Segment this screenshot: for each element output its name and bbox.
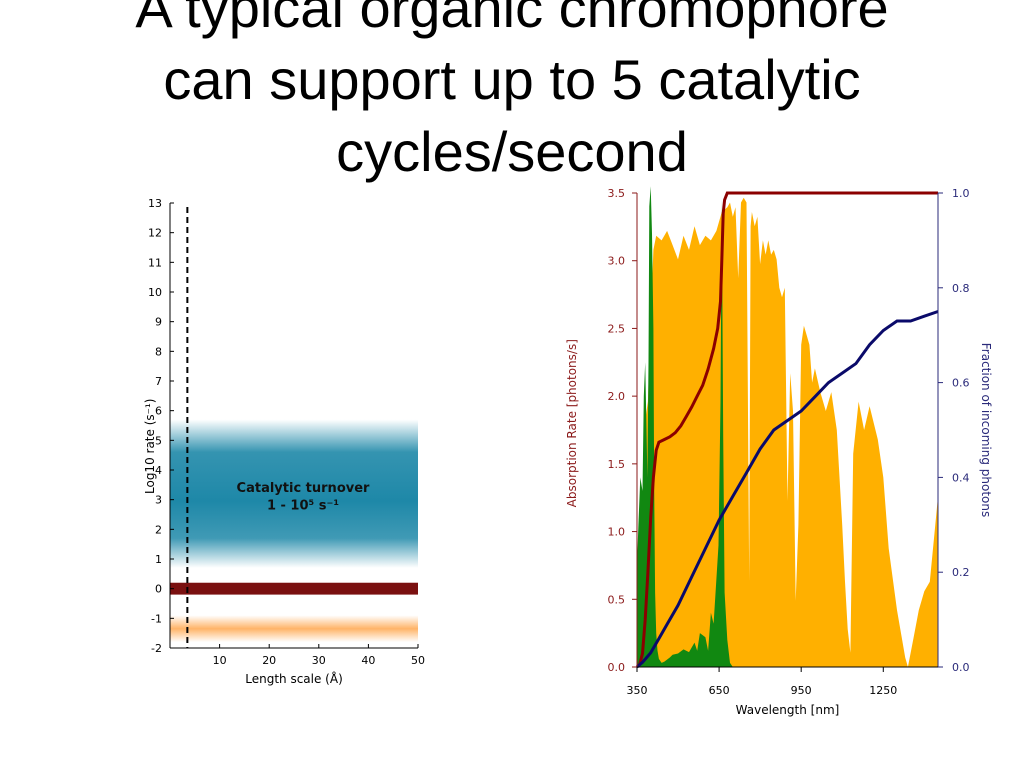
y-tick-label: 12 [148,227,162,240]
x-tick-label: 10 [213,654,227,667]
y-tick-label: 1 [155,553,162,566]
y-tick-label: 9 [155,316,162,329]
y-tick-label: 13 [148,197,162,210]
x-tick-label: 30 [312,654,326,667]
y-tick-label: 0 [155,583,162,596]
y-tick-label: 8 [155,345,162,358]
solar-spectrum-area [637,197,938,667]
x-tick-label: 50 [411,654,425,667]
left-y-tick-label: 2.0 [608,390,626,403]
absorption-chart: 0.0 0.5 1.0 1.5 2.0 2.5 3.0 3.5 0.0 0.2 0.4 0.6 0.8 1… [565,186,993,717]
slide-title: A typical organic chromophore can suppor… [0,0,1024,188]
x-tick-label: 650 [709,684,730,697]
band-catalytic-turnover [170,419,418,568]
left-y-tick-label: 3.0 [608,255,626,268]
title-line-3: cycles/second [336,120,688,183]
left-y-tick-label: 0.0 [608,661,626,674]
x-tick-label: 350 [627,684,648,697]
y-tick-label: -2 [151,642,162,655]
left-y-tick-label: 3.5 [608,187,626,200]
band-dark-red [170,582,418,595]
left-y-tick-label: 0.5 [608,593,626,606]
x-tick-label: 20 [262,654,276,667]
y-tick-label: 7 [155,375,162,388]
annotation-turnover-range: 1 - 10⁵ s⁻¹ [267,499,339,514]
title-line-1: A typical organic chromophore [135,0,889,39]
x-axis-label: Length scale (Å) [245,671,343,686]
left-y-tick-label: 2.5 [608,322,626,335]
x-tick-label: 40 [361,654,375,667]
x-tick-label: 1250 [869,684,897,697]
left-y-axis-label: Absorption Rate [photons/s] [565,339,579,507]
y-tick-label: 10 [148,286,162,299]
title-line-2: can support up to 5 catalytic [163,48,861,111]
y-tick-label: 6 [155,405,162,418]
annotation-catalytic-turnover: Catalytic turnover [237,481,370,496]
right-y-axis-label: Fraction of incoming photons [979,343,993,518]
right-y-tick-label: 0.8 [952,282,970,295]
right-y-tick-label: 0.0 [952,661,970,674]
x-tick-label: 950 [791,684,812,697]
right-y-tick-label: 0.2 [952,566,970,579]
fraction-incoming-photons-line [636,310,939,669]
y-tick-label: 2 [155,523,162,536]
y-tick-label: 4 [155,464,162,477]
left-y-tick-label: 1.5 [608,458,626,471]
y-axis-label: Log10 rate (s⁻¹) [143,399,157,494]
right-y-tick-label: 1.0 [952,187,970,200]
band-orange [170,615,418,643]
y-tick-label: 3 [155,494,162,507]
cumulative-absorption-rate-line [635,191,938,669]
y-tick-label: 11 [148,256,162,269]
y-tick-label: -1 [151,612,162,625]
right-y-tick-label: 0.6 [952,377,970,390]
left-y-tick-label: 1.0 [608,526,626,539]
y-tick-label: 5 [155,434,162,447]
x-axis-label: Wavelength [nm] [736,703,840,717]
right-y-tick-label: 0.4 [952,471,970,484]
